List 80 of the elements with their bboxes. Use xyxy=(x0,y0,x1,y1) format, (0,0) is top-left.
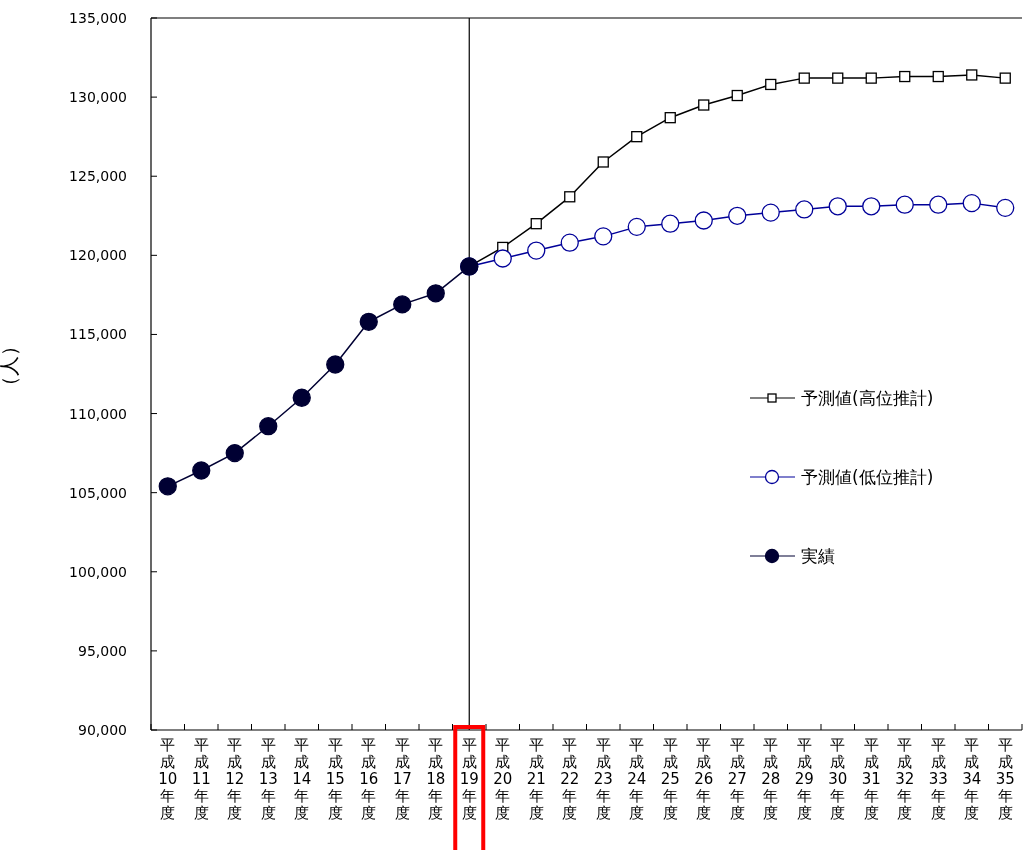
y-tick-label: 120,000 xyxy=(69,247,127,264)
point xyxy=(527,241,546,260)
x-tick-label: 平成28年度 xyxy=(761,736,781,822)
point xyxy=(899,70,911,83)
point xyxy=(530,218,542,230)
point xyxy=(795,200,814,219)
x-tick-label: 平成19年度 xyxy=(459,736,479,822)
point xyxy=(731,89,743,102)
x-tick-label: 平成11年度 xyxy=(191,736,211,822)
x-tick-label: 平成25年度 xyxy=(660,736,680,822)
point xyxy=(493,249,512,268)
y-tick-label: 135,000 xyxy=(69,10,127,26)
x-tick-label: 平成13年度 xyxy=(258,736,278,822)
point xyxy=(929,195,948,214)
y-tick-label: 95,000 xyxy=(78,642,127,659)
x-tick-label: 平成17年度 xyxy=(392,736,412,822)
point xyxy=(564,191,576,203)
x-tick-label: 平成35年度 xyxy=(995,736,1015,822)
x-tick-label: 平成20年度 xyxy=(493,736,513,822)
point xyxy=(728,206,747,225)
point xyxy=(828,197,847,216)
y-tick-label: 125,000 xyxy=(69,168,127,185)
x-tick-label: 平成32年度 xyxy=(895,736,915,822)
y-tick-label: 110,000 xyxy=(69,405,127,422)
y-tick-label: 90,000 xyxy=(78,722,127,738)
point xyxy=(895,195,914,214)
y-tick-label: 100,000 xyxy=(69,563,127,580)
point xyxy=(158,477,177,496)
x-tick-label: 平成10年度 xyxy=(158,736,178,822)
x-tick-label: 平成14年度 xyxy=(292,736,312,822)
x-tick-label: 平成31年度 xyxy=(861,736,881,822)
point xyxy=(326,355,345,374)
point xyxy=(225,443,244,463)
x-tick-label: 平成22年度 xyxy=(560,736,580,822)
point xyxy=(966,69,978,81)
x-tick-label: 平成34年度 xyxy=(962,736,982,822)
point xyxy=(932,70,944,83)
legend-label: 実績 xyxy=(801,546,835,566)
x-tick-label: 平成18年度 xyxy=(426,736,446,822)
point xyxy=(661,214,680,233)
legend-label: 予測値(高位推計) xyxy=(801,388,934,408)
point xyxy=(694,211,713,230)
x-tick-label: 平成29年度 xyxy=(794,736,814,822)
x-tick-label: 平成27年度 xyxy=(727,736,747,822)
x-tick-label: 平成33年度 xyxy=(928,736,948,822)
point xyxy=(832,72,844,84)
x-tick-label: 平成15年度 xyxy=(325,736,345,822)
x-tick-label: 平成26年度 xyxy=(694,736,714,822)
x-tick-label: 平成24年度 xyxy=(627,736,647,822)
point xyxy=(761,203,780,222)
point xyxy=(996,198,1015,218)
x-tick-label: 平成21年度 xyxy=(526,736,546,822)
point xyxy=(393,295,412,314)
point xyxy=(865,72,877,84)
point xyxy=(560,233,579,252)
x-tick-label: 平成16年度 xyxy=(359,736,379,822)
x-tick-label: 平成30年度 xyxy=(828,736,848,822)
point xyxy=(765,78,777,91)
point xyxy=(999,72,1011,84)
y-axis-title: （人） xyxy=(0,336,21,396)
point xyxy=(627,217,646,236)
x-tick-label: 平成23年度 xyxy=(593,736,613,822)
point xyxy=(798,72,810,84)
point xyxy=(292,388,311,407)
y-tick-label: 130,000 xyxy=(69,89,127,106)
y-tick-label: 115,000 xyxy=(69,326,127,343)
point xyxy=(631,131,643,143)
legend-label: 予測値(低位推計) xyxy=(801,467,934,487)
x-tick-label: 平成12年度 xyxy=(225,736,245,822)
point xyxy=(594,227,613,246)
point xyxy=(962,193,981,213)
point xyxy=(862,197,881,216)
point xyxy=(192,461,211,480)
point xyxy=(698,99,710,111)
y-tick-label: 105,000 xyxy=(69,484,127,501)
point xyxy=(359,312,378,331)
point xyxy=(664,112,676,124)
point xyxy=(259,417,278,436)
point xyxy=(426,284,445,303)
point xyxy=(597,156,609,168)
